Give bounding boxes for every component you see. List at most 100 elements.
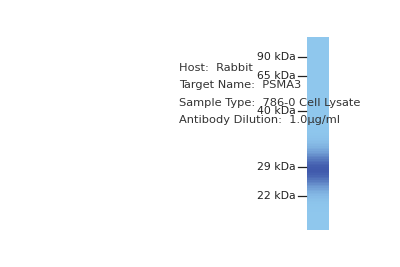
Bar xyxy=(307,82,329,83)
Bar xyxy=(307,75,329,77)
Bar xyxy=(307,91,329,93)
Bar xyxy=(307,40,329,41)
Bar xyxy=(307,199,329,201)
Bar xyxy=(307,77,329,78)
Bar xyxy=(307,172,329,174)
Bar xyxy=(307,186,329,188)
Bar xyxy=(307,161,329,162)
Bar xyxy=(307,72,329,74)
Bar xyxy=(307,198,329,199)
Bar xyxy=(307,66,329,67)
Bar xyxy=(307,125,329,127)
Bar xyxy=(307,132,329,133)
Bar xyxy=(307,225,329,227)
Bar xyxy=(307,69,329,70)
Bar xyxy=(307,112,329,114)
Bar xyxy=(307,114,329,116)
Bar xyxy=(307,227,329,228)
Bar xyxy=(307,190,329,191)
Bar xyxy=(307,151,329,152)
Bar xyxy=(307,202,329,204)
Bar xyxy=(307,162,329,164)
Bar xyxy=(307,45,329,46)
Bar xyxy=(307,59,329,61)
Text: 65 kDa: 65 kDa xyxy=(257,71,296,81)
Bar xyxy=(307,116,329,117)
Bar xyxy=(307,128,329,130)
Bar xyxy=(307,41,329,43)
Bar xyxy=(307,174,329,175)
Bar xyxy=(307,120,329,122)
Bar xyxy=(307,93,329,95)
Bar xyxy=(307,56,329,57)
Bar xyxy=(307,209,329,210)
Bar xyxy=(307,175,329,177)
Bar xyxy=(307,95,329,96)
Bar xyxy=(307,109,329,111)
Bar xyxy=(307,217,329,219)
Text: 22 kDa: 22 kDa xyxy=(257,191,296,201)
Bar xyxy=(307,210,329,212)
Bar xyxy=(307,144,329,146)
Bar xyxy=(307,51,329,53)
Bar xyxy=(307,180,329,182)
Bar xyxy=(307,178,329,180)
Bar xyxy=(307,98,329,99)
Bar xyxy=(307,201,329,202)
Bar xyxy=(307,106,329,107)
Bar xyxy=(307,194,329,196)
Bar xyxy=(307,122,329,124)
Bar xyxy=(307,111,329,112)
Text: Antibody Dilution:  1.0µg/ml: Antibody Dilution: 1.0µg/ml xyxy=(179,115,340,125)
Bar xyxy=(307,185,329,186)
Bar xyxy=(307,85,329,87)
Bar xyxy=(307,83,329,85)
Bar xyxy=(307,207,329,209)
Bar xyxy=(307,99,329,101)
Bar xyxy=(307,74,329,75)
Bar xyxy=(307,183,329,185)
Bar xyxy=(307,223,329,225)
Bar xyxy=(307,177,329,178)
Bar xyxy=(307,64,329,66)
Bar xyxy=(307,149,329,151)
Bar xyxy=(307,156,329,157)
Bar xyxy=(307,141,329,143)
Bar xyxy=(307,164,329,166)
Bar xyxy=(307,133,329,135)
Bar xyxy=(307,159,329,161)
Bar xyxy=(307,57,329,59)
Bar xyxy=(307,146,329,148)
Bar xyxy=(307,38,329,40)
Bar xyxy=(307,103,329,104)
Bar xyxy=(307,117,329,119)
Bar xyxy=(307,196,329,198)
Bar xyxy=(307,212,329,214)
Bar xyxy=(307,206,329,207)
Bar xyxy=(307,148,329,149)
Bar xyxy=(307,48,329,49)
Bar xyxy=(307,104,329,106)
Bar xyxy=(307,37,329,38)
Bar xyxy=(307,143,329,144)
Bar xyxy=(307,61,329,62)
Text: Target Name:  PSMA3: Target Name: PSMA3 xyxy=(179,80,301,91)
Bar xyxy=(307,49,329,51)
Bar xyxy=(307,70,329,72)
Text: 29 kDa: 29 kDa xyxy=(257,162,296,172)
Bar xyxy=(307,167,329,169)
Bar xyxy=(307,170,329,172)
Bar xyxy=(307,191,329,193)
Text: Sample Type:  786-0 Cell Lysate: Sample Type: 786-0 Cell Lysate xyxy=(179,98,360,108)
Bar xyxy=(307,215,329,217)
Bar xyxy=(307,220,329,222)
Bar xyxy=(307,80,329,82)
Bar xyxy=(307,222,329,223)
Text: 40 kDa: 40 kDa xyxy=(257,106,296,116)
Bar xyxy=(307,62,329,64)
Bar xyxy=(307,204,329,206)
Bar xyxy=(307,119,329,120)
Bar xyxy=(307,182,329,183)
Bar xyxy=(307,140,329,141)
Text: 90 kDa: 90 kDa xyxy=(257,52,296,62)
